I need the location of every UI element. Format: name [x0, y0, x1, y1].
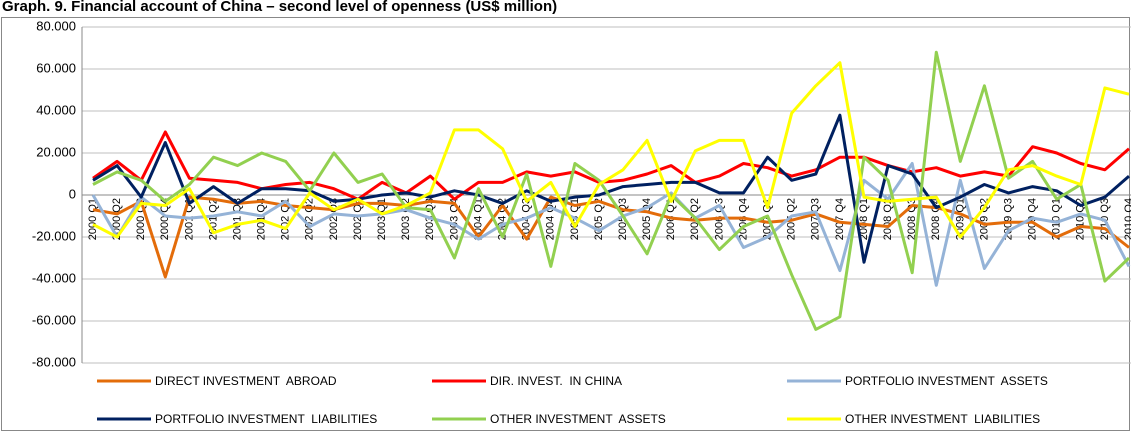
y-tick-label: -80.000 — [32, 354, 76, 369]
x-tick-label: 2004 Q1 — [472, 198, 484, 240]
x-tick-label: 2009 Q2 — [978, 198, 990, 240]
x-tick-label: 2010 Q2 — [1075, 198, 1087, 240]
y-tick-label: 40.000 — [36, 102, 76, 117]
chart-border — [1, 17, 1130, 431]
x-tick-label: 2003 Q1 — [376, 198, 388, 240]
y-tick-label: 80.000 — [36, 18, 76, 33]
x-tick-label: 2002 Q2 — [304, 198, 316, 240]
x-tick-label: 2002 Q4 — [352, 198, 364, 240]
x-tick-label: 2008 Q1 — [858, 198, 870, 240]
legend-label: OTHER INVESTMENT LIABILITIES — [845, 412, 1040, 426]
legend-label: PORTFOLIO INVESTMENT ASSETS — [845, 374, 1048, 388]
x-tick-label: 2010 Q4 — [1123, 198, 1131, 240]
x-tick-label: 2007 Q3 — [810, 198, 822, 240]
legend-label: OTHER INVESTMENT ASSETS — [490, 412, 666, 426]
x-tick-label: 2008 Q2 — [882, 198, 894, 240]
y-tick-label: -40.000 — [32, 270, 76, 285]
x-tick-label: 2007 Q4 — [834, 198, 846, 240]
y-tick-label: -20.000 — [32, 228, 76, 243]
y-tick-label: 20.000 — [36, 144, 76, 159]
series-line — [92, 61, 1130, 239]
legend-label: DIRECT INVESTMENT ABROAD — [155, 374, 337, 388]
x-tick-label: 2005 Q2 — [593, 198, 605, 240]
x-tick-label: 2002 Q3 — [328, 198, 340, 240]
y-tick-label: 0 — [69, 186, 76, 201]
x-tick-label: 2009 Q3 — [1002, 198, 1014, 240]
x-tick-label: 2010 Q1 — [1051, 198, 1063, 240]
x-tick-label: 2002 Q1 — [280, 198, 292, 240]
x-tick-label: 2001 Q3 — [231, 198, 243, 240]
series-line — [92, 113, 1130, 264]
series-line — [92, 50, 1131, 331]
legend-label: PORTFOLIO INVESTMENT LIABILITIES — [155, 412, 377, 426]
chart-title: Graph. 9. Financial account of China – s… — [2, 0, 557, 15]
y-tick-label: -60.000 — [32, 312, 76, 327]
legend-label: DIR. INVEST. IN CHINA — [490, 374, 622, 388]
x-tick-label: 2000 Q1 — [87, 198, 99, 240]
series-line — [92, 195, 1130, 279]
y-tick-label: 60.000 — [36, 60, 76, 75]
x-tick-label: 2000 Q4 — [159, 198, 171, 240]
